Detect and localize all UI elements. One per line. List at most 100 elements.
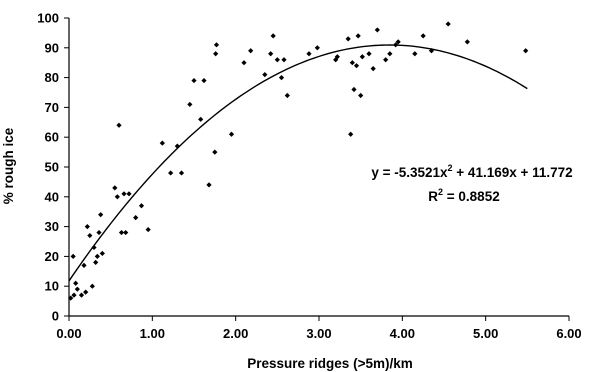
y-tick-label: 90	[45, 40, 59, 55]
y-axis-ticks: 0 10 20 30 40 50 60 70 80 90 100	[37, 11, 69, 324]
data-point	[87, 232, 93, 239]
data-point	[91, 244, 97, 251]
y-axis-label: % rough ice	[1, 127, 16, 204]
data-point	[306, 51, 312, 57]
data-point	[178, 170, 185, 176]
x-axis-ticks: 0.00 1.00 2.00 3.00 4.00 5.00 6.00	[56, 316, 582, 341]
data-point	[112, 185, 118, 191]
data-point	[412, 51, 418, 57]
data-point	[383, 57, 389, 63]
y-tick-label: 40	[45, 189, 59, 204]
data-point	[213, 42, 220, 48]
y-tick-label: 10	[45, 279, 59, 294]
data-point	[428, 48, 435, 54]
trendline	[68, 44, 528, 282]
data-points	[68, 21, 529, 301]
y-tick-label: 20	[45, 249, 59, 264]
data-point	[212, 149, 218, 155]
data-point	[133, 215, 139, 221]
data-point	[121, 191, 127, 197]
data-point	[353, 63, 360, 69]
data-point	[248, 48, 254, 54]
data-point	[99, 250, 105, 257]
y-tick-label: 0	[52, 309, 59, 324]
data-point	[278, 75, 285, 81]
data-point	[445, 21, 451, 27]
x-tick-label: 0.00	[56, 326, 81, 341]
data-point	[393, 42, 399, 48]
data-point	[174, 143, 180, 149]
r-squared-label: R2 = 0.8852	[428, 187, 499, 204]
data-point	[123, 229, 129, 236]
data-point	[89, 283, 95, 289]
data-point	[523, 48, 529, 54]
data-point	[366, 51, 372, 57]
data-point	[420, 33, 426, 39]
data-point	[70, 253, 76, 259]
x-tick-label: 1.00	[140, 326, 165, 341]
data-point	[358, 92, 364, 99]
data-point	[284, 92, 290, 99]
data-point	[138, 203, 145, 209]
data-point	[94, 253, 100, 259]
data-point	[355, 33, 361, 39]
data-point	[206, 182, 212, 188]
data-point	[241, 60, 247, 66]
data-point	[71, 292, 77, 298]
x-tick-label: 6.00	[556, 326, 581, 341]
data-point	[93, 259, 99, 265]
data-point	[464, 39, 470, 45]
data-point	[114, 194, 120, 200]
data-point	[74, 286, 80, 292]
data-point	[187, 101, 193, 108]
data-point	[191, 77, 197, 84]
data-point	[370, 66, 376, 72]
data-point	[359, 54, 365, 60]
data-point	[73, 280, 79, 286]
x-tick-label: 4.00	[390, 326, 415, 341]
data-point	[348, 131, 354, 137]
y-tick-label: 100	[37, 11, 59, 26]
data-point	[374, 27, 380, 33]
y-tick-label: 50	[45, 160, 59, 175]
data-point	[78, 292, 85, 298]
data-point	[145, 226, 151, 233]
data-point	[201, 77, 207, 84]
x-tick-label: 2.00	[223, 326, 248, 341]
data-point	[395, 39, 401, 45]
data-point	[84, 224, 90, 230]
data-point	[213, 51, 219, 57]
data-point	[116, 122, 122, 128]
data-point	[351, 86, 357, 93]
x-axis-label: Pressure ridges (>5m)/km	[247, 356, 412, 371]
data-point	[198, 116, 204, 122]
data-point	[68, 295, 74, 301]
data-point	[98, 212, 104, 218]
data-point	[159, 140, 165, 146]
data-point	[281, 57, 287, 63]
data-point	[228, 131, 235, 137]
data-point	[333, 57, 339, 63]
data-point	[334, 54, 340, 60]
data-point	[96, 229, 102, 236]
x-tick-label: 5.00	[473, 326, 498, 341]
data-point	[387, 51, 393, 57]
data-point	[83, 289, 89, 295]
data-point	[126, 191, 132, 197]
y-tick-label: 70	[45, 100, 59, 115]
data-point	[262, 72, 268, 78]
data-point	[274, 57, 280, 63]
data-point	[81, 262, 87, 268]
y-tick-label: 30	[45, 219, 59, 234]
data-point	[314, 45, 320, 51]
y-tick-label: 80	[45, 70, 59, 85]
trendline-equation: y = -5.3521x2 + 41.169x + 11.772	[371, 163, 572, 180]
data-point	[345, 36, 351, 42]
data-point	[118, 229, 125, 236]
data-point	[349, 60, 355, 66]
data-point	[268, 51, 274, 57]
y-tick-label: 60	[45, 130, 59, 145]
data-point	[270, 33, 276, 39]
data-point	[168, 170, 174, 176]
